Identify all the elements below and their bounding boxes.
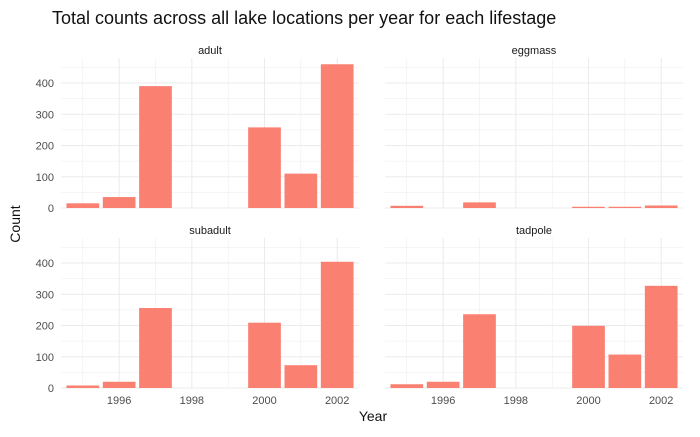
y-tick-label: 100	[36, 352, 54, 364]
bar-adult-1996	[102, 197, 136, 208]
bar-tadpole-1996	[426, 381, 460, 388]
y-axis-title: Count	[7, 205, 23, 242]
facet-label: eggmass	[512, 45, 557, 57]
y-tick-label: 100	[36, 172, 54, 184]
bar-eggmass-2002	[644, 205, 678, 208]
x-tick-label: 1998	[180, 395, 204, 407]
bar-adult-2001	[284, 173, 318, 208]
facet-label: tadpole	[516, 225, 552, 237]
x-axis-title: Year	[359, 408, 388, 424]
bar-adult-2000	[248, 127, 281, 208]
bar-eggmass-1997	[463, 202, 496, 208]
y-tick-label: 400	[36, 258, 54, 270]
facets-layer: adult 0 100 200 300 400 eggmass subadult 0 100 200…	[36, 45, 683, 407]
bar-adult-1997	[139, 86, 172, 208]
y-tick-label: 200	[36, 141, 54, 153]
x-tick-label: 1996	[107, 395, 131, 407]
bar-subadult-1996	[102, 381, 136, 388]
x-tick-label: 1998	[504, 395, 528, 407]
chart-title: Total counts across all lake locations p…	[52, 8, 556, 28]
bar-subadult-2002	[320, 261, 354, 388]
facet-label: adult	[198, 45, 222, 57]
bar-subadult-2000	[248, 322, 281, 388]
bar-tadpole-2000	[572, 325, 605, 388]
facet-panel-eggmass: eggmass	[385, 45, 683, 209]
facet-label: subadult	[189, 225, 231, 237]
y-tick-label: 0	[48, 203, 54, 215]
y-tick-label: 200	[36, 321, 54, 333]
y-tick-label: 300	[36, 109, 54, 121]
facet-panel-adult: adult 0 100 200 300 400	[36, 45, 359, 215]
bar-eggmass-2001	[608, 206, 642, 208]
bar-subadult-1997	[139, 308, 172, 388]
facet-panel-tadpole: tadpole 1996 1998 2000 2002	[385, 225, 683, 407]
y-tick-label: 400	[36, 78, 54, 90]
bar-tadpole-2002	[644, 285, 678, 388]
x-tick-label: 2002	[325, 395, 349, 407]
y-tick-label: 300	[36, 289, 54, 301]
bar-tadpole-2001	[608, 354, 642, 388]
x-tick-label: 2000	[576, 395, 600, 407]
facet-panel-subadult: subadult 0 100 200 300 400 1996 1998 2000 2002	[36, 225, 359, 407]
bar-adult-1995	[66, 203, 100, 208]
y-tick-label: 0	[48, 383, 54, 395]
bar-eggmass-2000	[572, 206, 605, 208]
bar-tadpole-1995	[390, 384, 424, 388]
bar-adult-2002	[320, 64, 354, 208]
bar-tadpole-1997	[463, 314, 496, 388]
bar-subadult-2001	[284, 365, 318, 388]
bar-eggmass-1995	[390, 205, 424, 208]
bar-subadult-1995	[66, 385, 100, 388]
x-tick-label: 2002	[649, 395, 673, 407]
x-tick-label: 1996	[431, 395, 455, 407]
x-tick-label: 2000	[252, 395, 276, 407]
